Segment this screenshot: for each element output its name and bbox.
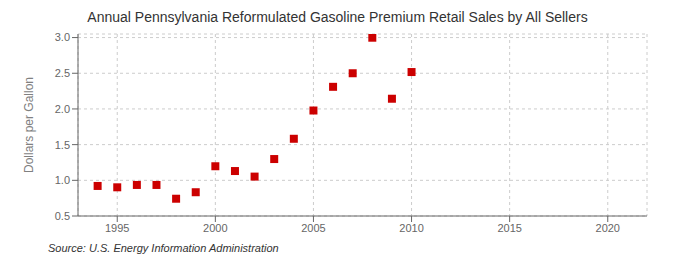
svg-text:2000: 2000 [203, 222, 227, 234]
svg-text:1995: 1995 [105, 222, 129, 234]
svg-text:1.0: 1.0 [55, 174, 70, 186]
svg-text:Dollars per Gallon: Dollars per Gallon [22, 77, 36, 173]
svg-text:2010: 2010 [399, 222, 423, 234]
svg-text:2020: 2020 [596, 222, 620, 234]
svg-text:1.5: 1.5 [55, 139, 70, 151]
svg-text:2005: 2005 [301, 222, 325, 234]
html-text:Annual Pennsylvania Reformulat: Annual Pennsylvania Reformulated Gasolin… [87, 9, 588, 25]
svg-text:0.5: 0.5 [55, 210, 70, 222]
svg-text:3.0: 3.0 [55, 31, 70, 43]
svg-text:2.5: 2.5 [55, 67, 70, 79]
svg-text:2.0: 2.0 [55, 103, 70, 115]
html-text:Source: U.S. Energy Informatio: Source: U.S. Energy Information Administ… [48, 242, 279, 254]
svg-text:2015: 2015 [497, 222, 521, 234]
